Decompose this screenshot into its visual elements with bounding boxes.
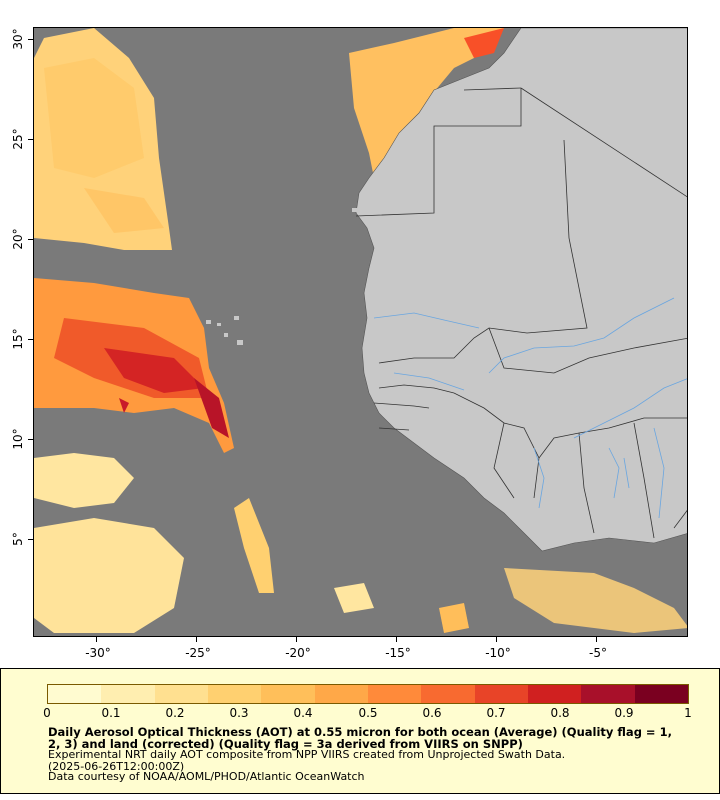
colorbar-swatch	[634, 685, 688, 703]
colorbar-tick-label: 0.6	[422, 706, 442, 720]
y-tick	[28, 439, 33, 440]
colorbar-swatch	[421, 685, 475, 703]
colorbar-swatch	[527, 685, 582, 703]
canary-islands	[352, 203, 368, 212]
legend-date-line: (2025-06-26T12:00:00Z)	[48, 760, 185, 773]
y-axis-label: 20°	[11, 228, 25, 250]
aot-patch-saharan-plume	[34, 278, 234, 453]
colorbar-swatch	[314, 685, 368, 703]
x-tick	[496, 637, 497, 642]
aot-patch-northwest	[34, 28, 172, 250]
y-tick	[28, 539, 33, 540]
colorbar-tick-label: 0.8	[550, 706, 570, 720]
colorbar-swatch	[154, 685, 208, 703]
colorbar-swatch	[474, 685, 528, 703]
x-axis-label: -5°	[589, 646, 607, 660]
y-axis-label: 15°	[11, 328, 25, 350]
colorbar-tick-label: 0.3	[229, 706, 249, 720]
x-axis-label: -10°	[485, 646, 511, 660]
y-axis-label: 10°	[11, 428, 25, 450]
legend-credit-line: Data courtesy of NOAA/AOML/PHOD/Atlantic…	[48, 770, 365, 783]
colorbar-tick-label: 0.2	[165, 706, 185, 720]
colorbar-swatch	[207, 685, 262, 703]
colorbar-tick-label: 1	[684, 706, 692, 720]
y-tick	[28, 339, 33, 340]
colorbar-tick-label: 0.1	[101, 706, 121, 720]
y-axis-label: 30°	[11, 28, 25, 50]
x-axis-label: -20°	[285, 646, 311, 660]
cape-verde-islands	[206, 316, 243, 345]
y-tick	[28, 39, 33, 40]
x-axis-label: -15°	[385, 646, 411, 660]
x-tick	[196, 637, 197, 642]
colorbar-tick-label: 0.4	[293, 706, 313, 720]
country-borders	[355, 87, 687, 539]
colorbar	[47, 684, 689, 704]
aot-map[interactable]	[33, 27, 688, 637]
rivers	[373, 297, 687, 519]
y-axis-label: 25°	[11, 128, 25, 150]
colorbar-tick-label: 0.5	[358, 706, 378, 720]
west-africa-land	[355, 28, 687, 552]
x-axis-label: -25°	[185, 646, 211, 660]
colorbar-swatch	[261, 685, 315, 703]
legend-source-line: Experimental NRT daily AOT composite fro…	[48, 748, 566, 761]
map-canvas	[34, 28, 687, 633]
aot-patch-south	[34, 453, 687, 633]
y-tick	[28, 139, 33, 140]
x-tick	[596, 637, 597, 642]
x-tick	[396, 637, 397, 642]
colorbar-swatch	[48, 685, 102, 703]
x-tick	[96, 637, 97, 642]
y-tick	[28, 239, 33, 240]
colorbar-tick-label: 0.9	[614, 706, 634, 720]
colorbar-tick-label: 0.7	[486, 706, 506, 720]
colorbar-swatch	[367, 685, 422, 703]
colorbar-swatch	[581, 685, 635, 703]
x-axis-label: -30°	[85, 646, 111, 660]
colorbar-swatch	[101, 685, 155, 703]
legend-title: Daily Aerosol Optical Thickness (AOT) at…	[48, 725, 672, 751]
y-axis-label: 5°	[11, 532, 25, 546]
x-tick	[296, 637, 297, 642]
colorbar-tick-label: 0	[43, 706, 51, 720]
